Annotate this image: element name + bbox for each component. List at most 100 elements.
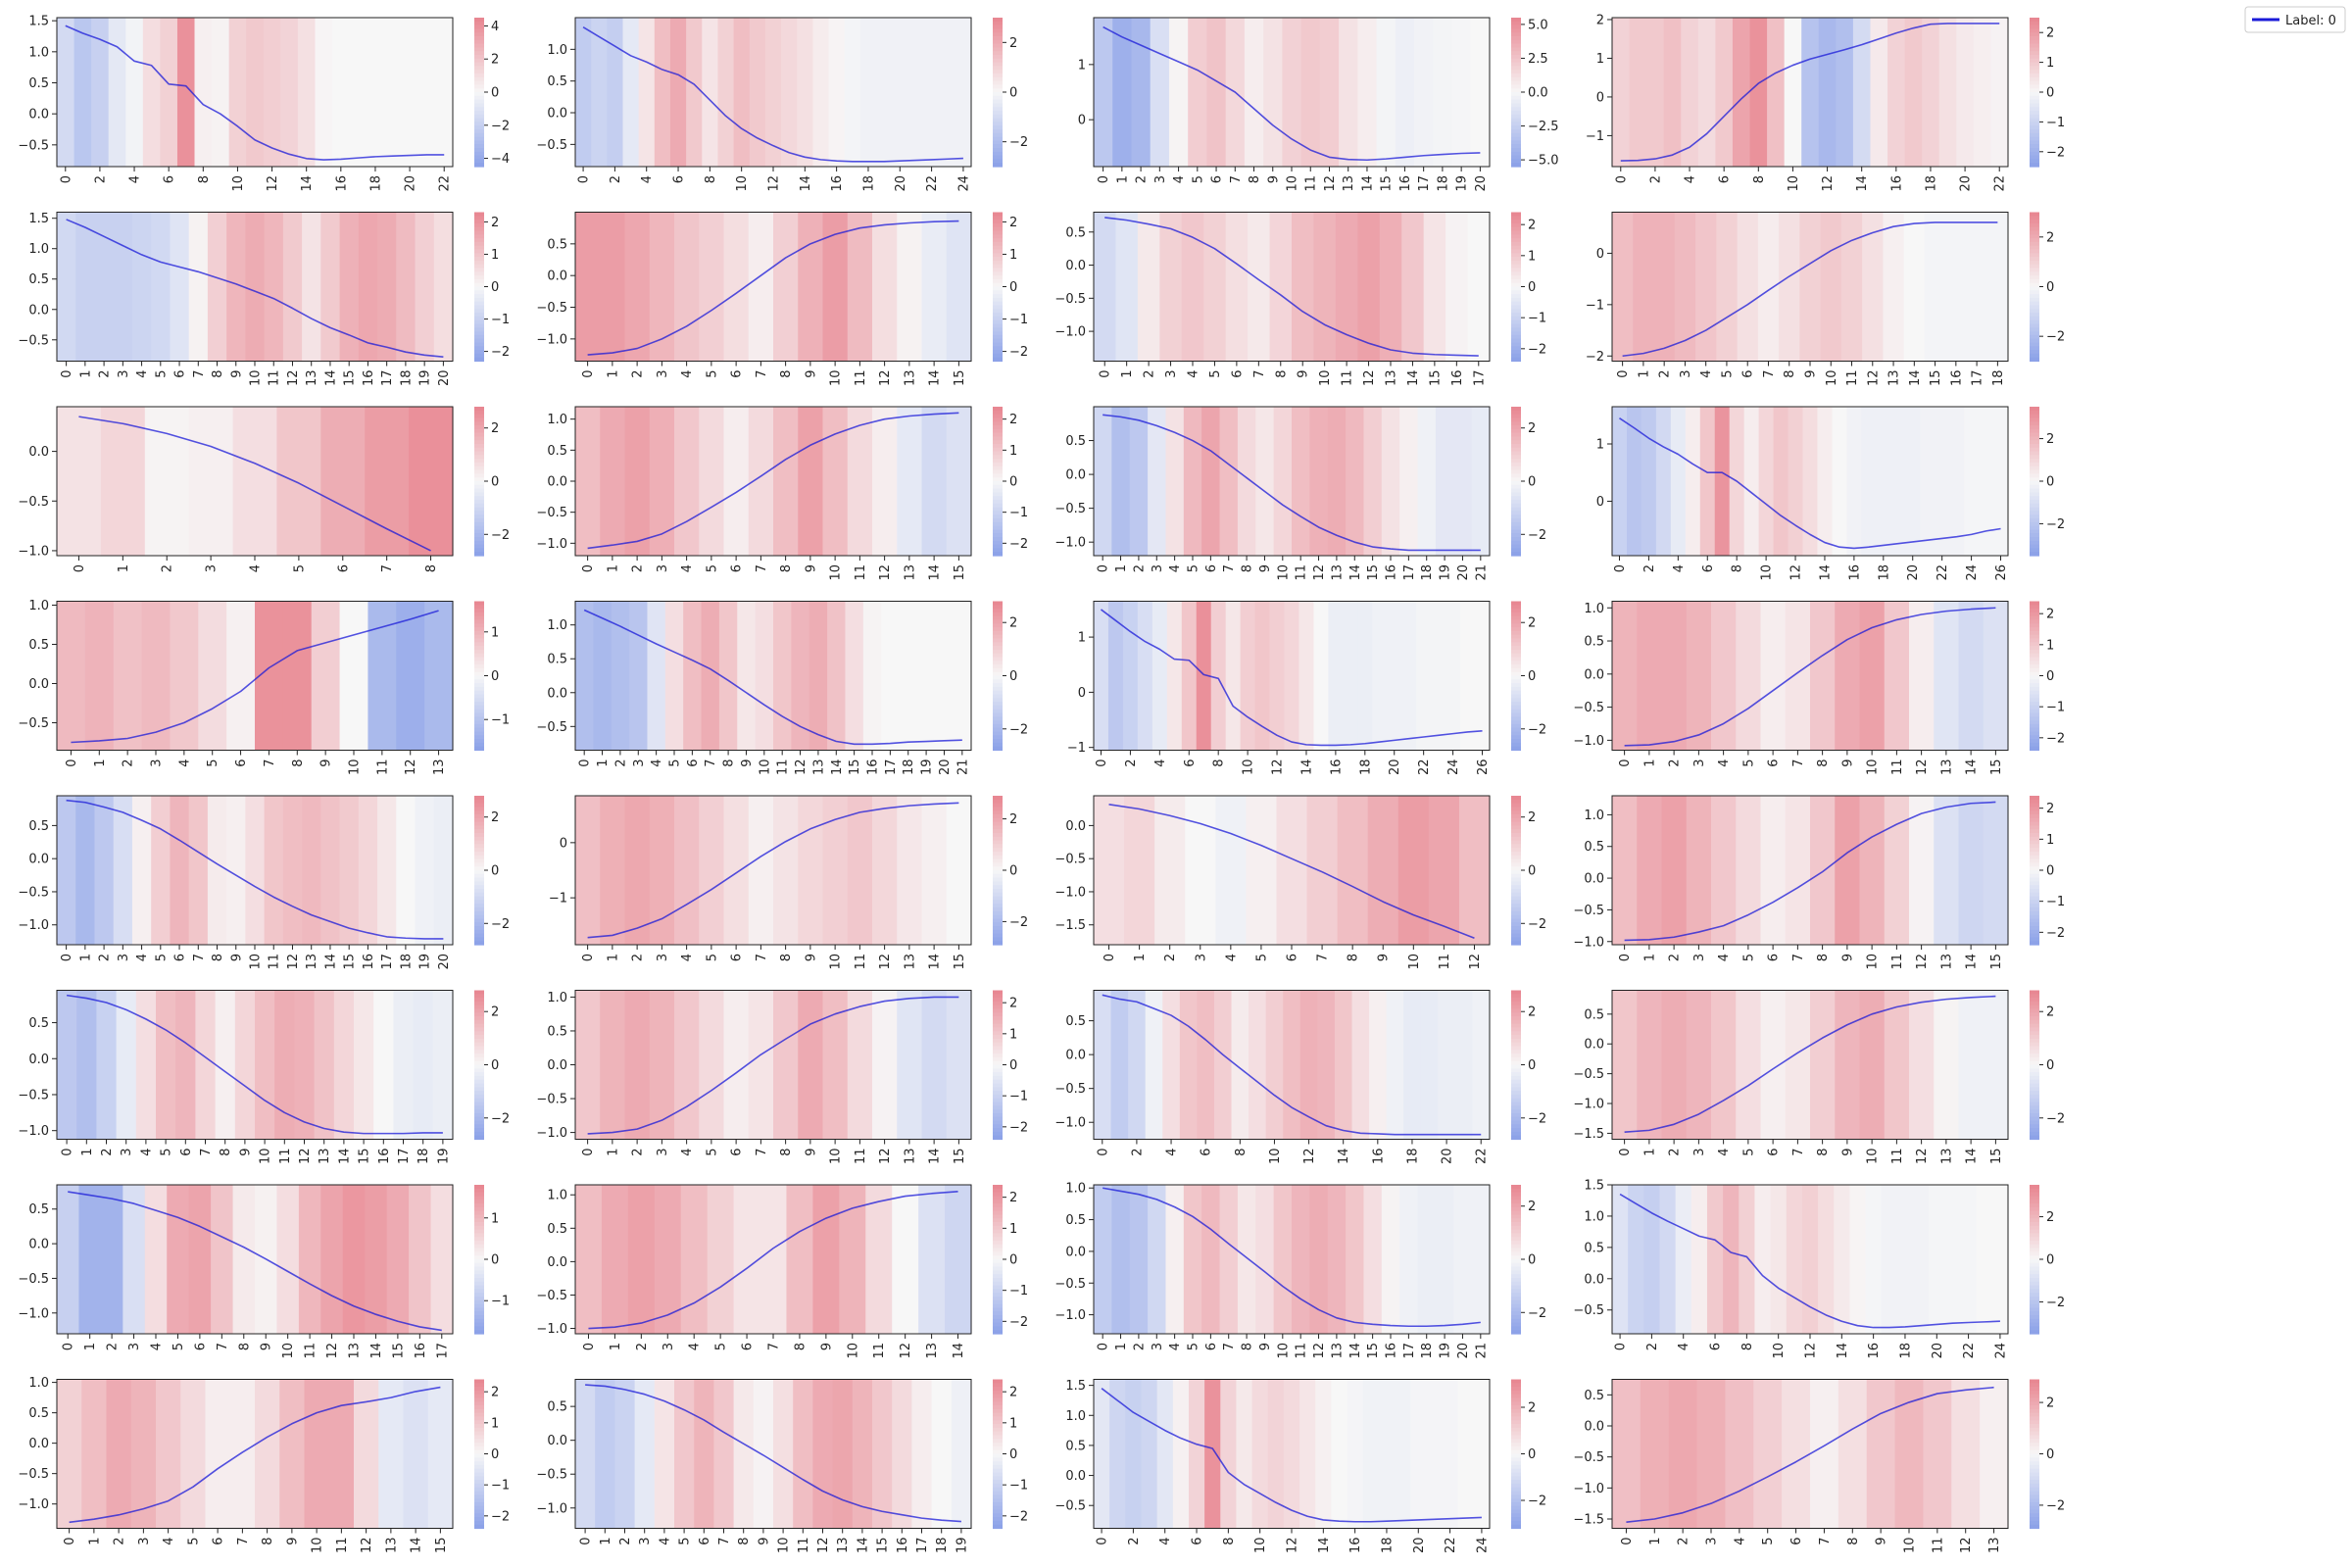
x-tick-label: 2	[1132, 1343, 1147, 1350]
colorbar-segment	[1511, 848, 1521, 853]
colorbar-segment	[993, 463, 1003, 467]
colorbar-segment	[2030, 1105, 2039, 1110]
heatmap-cell	[1760, 990, 1787, 1140]
colorbar-tick-label: 0	[1528, 1447, 1536, 1462]
heatmap-cell	[75, 796, 96, 945]
heatmap-cell	[892, 1379, 912, 1529]
colorbar-segment	[993, 136, 1003, 141]
heatmap-cell	[75, 212, 96, 362]
subplot-27: −1.0−0.50.00.51.00 1 2 3 4 5 6 7 8 9 10 11 12 13 14 15 1…	[1054, 1182, 1546, 1359]
x-tick-label: 15	[876, 1538, 891, 1554]
heatmap-cell	[320, 796, 341, 945]
colorbar-segment	[1511, 1281, 1521, 1287]
heatmap-cell	[1115, 212, 1139, 362]
heatmap-cell	[1993, 407, 2009, 556]
colorbar-segment	[2030, 1214, 2039, 1219]
colorbar-segment	[2030, 1102, 2039, 1106]
heatmap-cell	[701, 601, 720, 751]
colorbar-segment	[993, 1135, 1003, 1141]
colorbar-segment	[993, 514, 1003, 519]
x-tick-label: 10	[1268, 1149, 1283, 1165]
colorbar-segment	[2030, 55, 2039, 60]
colorbar-segment	[1511, 432, 1521, 437]
x-tick-label: 6	[163, 175, 177, 183]
colorbar-segment	[474, 357, 484, 363]
colorbar-segment	[993, 1027, 1003, 1032]
colorbar-segment	[474, 144, 484, 149]
colorbar-segment	[1511, 1105, 1521, 1110]
y-tick-label: 1.5	[28, 212, 49, 226]
colorbar-tick-label: −2	[1528, 1111, 1546, 1126]
colorbar-segment	[2030, 1112, 2039, 1118]
colorbar-segment	[1511, 473, 1521, 478]
plot-frame	[1611, 406, 2009, 557]
x-tick-label: 13	[1342, 175, 1356, 192]
colorbar-tick-label: 2	[1009, 36, 1017, 51]
colorbar-segment	[993, 1439, 1003, 1444]
colorbar-segment	[474, 679, 484, 684]
colorbar-segment	[474, 1192, 484, 1197]
y-tick-label: 1.0	[1584, 602, 1604, 616]
colorbar-segment	[474, 1487, 484, 1493]
heatmap-cell	[607, 18, 624, 167]
colorbar-segment	[1511, 619, 1521, 624]
x-tick-label: 2	[93, 175, 108, 183]
colorbar-tick-label: 0	[491, 1447, 499, 1462]
x-tick-label: 0	[65, 760, 79, 767]
colorbar-segment	[2030, 463, 2039, 467]
colorbar-segment	[993, 609, 1003, 613]
x-tick-label: 9	[1258, 564, 1273, 572]
x-tick-label: 20	[437, 954, 452, 970]
colorbar-segment	[1511, 257, 1521, 262]
heatmap-cell	[100, 1185, 123, 1334]
colorbar-segment	[2030, 1307, 2039, 1312]
colorbar-segment	[474, 432, 484, 437]
heatmap-cell	[1471, 1185, 1491, 1334]
colorbar-segment	[2030, 821, 2039, 826]
colorbar-segment	[2030, 1501, 2039, 1507]
colorbar-segment	[993, 316, 1003, 321]
colorbar-segment	[993, 1229, 1003, 1234]
colorbar-segment	[1511, 301, 1521, 307]
colorbar-segment	[2030, 1443, 2039, 1447]
colorbar-tick-label: 0	[1528, 280, 1536, 295]
y-tick-label: 0.5	[28, 1406, 49, 1421]
colorbar-segment	[2030, 1281, 2039, 1287]
x-tick-label: 3	[1151, 564, 1165, 572]
x-tick-label: 14	[1965, 954, 1980, 970]
heatmap-cell	[1670, 407, 1687, 556]
colorbar-segment	[1511, 249, 1521, 254]
x-tick-label: 2	[1127, 1538, 1142, 1545]
heatmap-cell	[1849, 1185, 1867, 1334]
heatmap-cell	[1094, 212, 1117, 362]
heatmap-cell	[649, 407, 675, 556]
colorbar-segment	[474, 1128, 484, 1133]
colorbar-segment	[993, 114, 1003, 120]
colorbar-segment	[1511, 238, 1521, 243]
colorbar-segment	[2030, 257, 2039, 262]
y-tick-label: 0.5	[547, 74, 567, 89]
colorbar-tick-label: −2	[491, 917, 510, 932]
colorbar-segment	[2030, 1397, 2039, 1402]
plot-frame	[574, 1379, 972, 1529]
colorbar-segment	[2030, 848, 2039, 853]
colorbar-segment	[993, 870, 1003, 875]
x-tick-label: 13	[305, 370, 319, 387]
heatmap-cell	[279, 1379, 306, 1529]
colorbar-segment	[993, 664, 1003, 669]
heatmap-cell	[1137, 212, 1160, 362]
colorbar-segment	[1511, 245, 1521, 251]
colorbar-segment	[2030, 840, 2039, 845]
x-tick-label: 8	[737, 1538, 752, 1545]
heatmap-cell	[160, 18, 178, 167]
heatmap-cell	[1273, 1185, 1293, 1334]
colorbar-segment	[2030, 537, 2039, 542]
colorbar-segment	[2030, 1509, 2039, 1514]
x-tick-label: 11	[335, 1538, 350, 1554]
colorbar-segment	[993, 1427, 1003, 1433]
colorbar-tick-label: 2	[1528, 1401, 1536, 1416]
heatmap-cell	[245, 212, 266, 362]
colorbar-segment	[2030, 425, 2039, 430]
colorbar-segment	[474, 1266, 484, 1271]
y-tick-label: 1.0	[28, 45, 49, 60]
